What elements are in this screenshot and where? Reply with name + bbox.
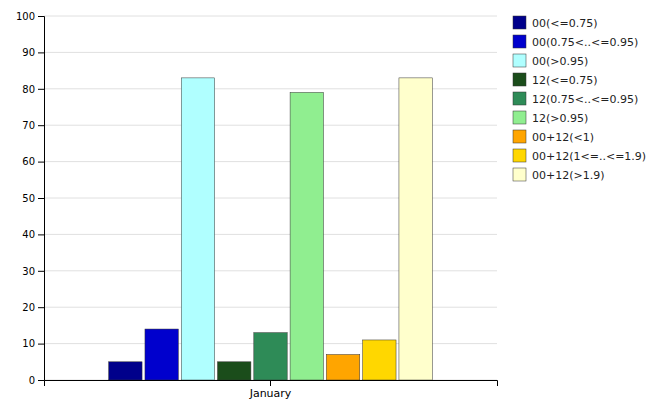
x-axis-line (45, 381, 498, 387)
legend-item: 12(<=0.75) (513, 73, 598, 87)
y-tick-label: 30 (22, 266, 35, 277)
y-tick: 80 (22, 84, 44, 95)
legend-swatch (513, 35, 526, 48)
y-tick: 20 (22, 302, 44, 313)
bars (109, 78, 433, 380)
legend-label: 12(<=0.75) (532, 74, 598, 87)
bar (399, 78, 432, 380)
y-tick: 90 (22, 47, 44, 58)
legend-item: 00(<=0.75) (513, 16, 598, 30)
y-tick: 100 (16, 11, 44, 22)
y-tick-mark (38, 380, 44, 381)
y-tick-mark (38, 271, 44, 272)
y-tick: 60 (22, 156, 44, 167)
legend-item: 00+12(<1) (513, 130, 594, 144)
chart: 0102030405060708090100January00(<=0.75)0… (0, 0, 667, 416)
legend-label: 00(<=0.75) (532, 17, 598, 30)
legend-label: 00(0.75<..<=0.95) (532, 36, 638, 49)
bar (254, 333, 287, 380)
y-tick: 30 (22, 266, 44, 277)
y-tick-mark (38, 16, 44, 17)
y-tick-label: 10 (22, 338, 35, 349)
y-tick-label: 20 (22, 302, 35, 313)
legend-swatch (513, 92, 526, 105)
bar (363, 340, 396, 380)
y-tick-mark (38, 198, 44, 199)
legend: 00(<=0.75) 00(0.75<..<=0.95) 00(>0.95) 12(<… (513, 16, 646, 182)
grid-line (44, 16, 497, 17)
legend-item: 12(0.75<..<=0.95) (513, 92, 638, 106)
y-tick-mark (38, 307, 44, 308)
legend-label: 00+12(>1.9) (532, 169, 605, 182)
legend-swatch (513, 168, 526, 181)
y-tick-label: 100 (16, 11, 35, 22)
y-tick: 40 (22, 229, 44, 240)
y-tick-label: 80 (22, 84, 35, 95)
legend-item: 12(>0.95) (513, 111, 588, 125)
bar (326, 355, 359, 380)
y-tick-label: 0 (29, 375, 35, 386)
y-tick-label: 90 (22, 47, 35, 58)
y-tick-mark (38, 162, 44, 163)
legend-label: 00(>0.95) (532, 55, 588, 68)
legend-label: 00+12(<1) (532, 131, 594, 144)
y-tick-label: 40 (22, 229, 35, 240)
legend-item: 00+12(1<=..<=1.9) (513, 149, 646, 163)
legend-item: 00(>0.95) (513, 54, 588, 68)
legend-label: 12(0.75<..<=0.95) (532, 93, 638, 106)
y-tick-mark (38, 89, 44, 90)
grid-line (44, 52, 497, 53)
y-tick: 50 (22, 193, 44, 204)
legend-item: 00+12(>1.9) (513, 168, 605, 182)
bar (218, 362, 251, 380)
y-tick-mark (38, 52, 44, 53)
legend-swatch (513, 16, 526, 29)
legend-swatch (513, 54, 526, 67)
y-tick-mark (38, 344, 44, 345)
legend-label: 00+12(1<=..<=1.9) (532, 150, 646, 163)
bar (290, 92, 323, 380)
y-tick-mark (38, 234, 44, 235)
legend-swatch (513, 111, 526, 124)
grid (44, 16, 497, 380)
legend-label: 12(>0.95) (532, 112, 588, 125)
legend-swatch (513, 149, 526, 162)
y-tick-label: 60 (22, 156, 35, 167)
legend-swatch (513, 130, 526, 143)
x-tick: January (249, 380, 292, 400)
y-tick-label: 70 (22, 120, 35, 131)
bar (181, 78, 214, 380)
bar (145, 329, 178, 380)
y-tick: 70 (22, 120, 44, 131)
plot: 0 10 20 30 40 50 60 70 80 90 100 January (16, 11, 498, 400)
legend-swatch (513, 73, 526, 86)
x-axis: January (45, 380, 498, 400)
bar (109, 362, 142, 380)
x-tick-mark (270, 380, 271, 386)
x-tick-label: January (249, 387, 292, 400)
y-tick: 0 (29, 375, 44, 386)
y-axis-line (38, 17, 45, 381)
legend-item: 00(0.75<..<=0.95) (513, 35, 638, 49)
y-tick-label: 50 (22, 193, 35, 204)
y-axis: 0 10 20 30 40 50 60 70 80 90 100 (16, 11, 45, 386)
y-tick-mark (38, 125, 44, 126)
y-tick: 10 (22, 338, 44, 349)
